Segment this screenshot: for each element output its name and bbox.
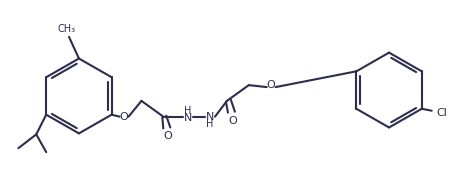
Text: Cl: Cl xyxy=(435,108,446,118)
Text: H: H xyxy=(206,118,213,129)
Text: O: O xyxy=(119,112,128,122)
Text: O: O xyxy=(266,80,275,90)
Text: O: O xyxy=(228,116,237,126)
Text: CH₃: CH₃ xyxy=(58,24,76,34)
Text: O: O xyxy=(163,131,171,141)
Text: N: N xyxy=(206,112,214,122)
Text: N: N xyxy=(184,113,192,123)
Text: H: H xyxy=(184,106,191,116)
